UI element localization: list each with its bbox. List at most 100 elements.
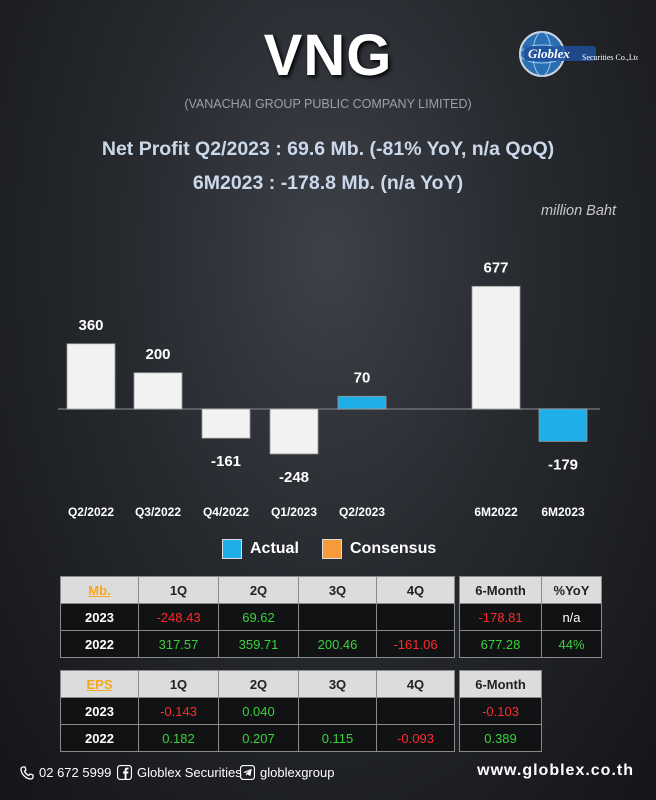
table-cell: 200.46: [298, 630, 377, 658]
table-corner-label: Mb.: [60, 576, 139, 604]
table-cell: -0.103: [459, 697, 542, 725]
data-label: -179: [548, 456, 578, 473]
row-year: 2022: [60, 630, 139, 658]
table-header-row: Mb. 1Q 2Q 3Q 4Q: [60, 576, 455, 604]
table-header-cell: 6-Month: [459, 576, 542, 604]
bar-q2-2022: [66, 343, 116, 410]
data-label: 200: [145, 346, 170, 363]
legend-swatch-consensus: [322, 539, 342, 559]
bar-q3-2022: [133, 372, 183, 410]
legend-item-consensus: Consensus: [322, 536, 436, 562]
table-cell: -0.093: [376, 724, 455, 752]
row-year: 2023: [60, 697, 139, 725]
category-tick-label: Q3/2022: [135, 505, 181, 519]
data-label: -161: [211, 453, 241, 470]
footer-facebook-text: Globlex Securities: [137, 765, 242, 780]
telegram-icon: [240, 765, 255, 780]
footer-phone-text: 02 672 5999: [39, 765, 112, 780]
logo-subtext: Securities Co.,Ltd.: [582, 53, 638, 62]
table-header-cell: 3Q: [298, 576, 377, 604]
category-tick-label: Q2/2023: [339, 505, 385, 519]
legend-label-consensus: Consensus: [350, 540, 437, 557]
table-header-cell: 1Q: [138, 670, 219, 698]
category-tick-label: Q4/2022: [203, 505, 249, 519]
net-profit-quarterly-table: Mb. 1Q 2Q 3Q 4Q 2023 -248.43 69.62 2022 …: [60, 576, 455, 658]
table-cell: -0.143: [138, 697, 219, 725]
row-year: 2022: [60, 724, 139, 752]
table-row: 0.389: [459, 724, 542, 752]
table-header-row: 6-Month %YoY: [459, 576, 602, 604]
table-cell: 0.115: [298, 724, 377, 752]
table-cell: n/a: [541, 603, 602, 631]
bar-q1-2023: [269, 408, 319, 455]
table-cell: -248.43: [138, 603, 219, 631]
table-cell: [298, 603, 377, 631]
net-profit-bar-chart: 360 Q2/2022 200 Q3/2022 -161 Q4/2022 -248 Q1/20…: [58, 259, 600, 519]
category-tick-label: 6M2022: [474, 505, 518, 519]
headline-net-profit: Net Profit Q2/2023 : 69.6 Mb. (-81% YoY,…: [101, 138, 555, 160]
table-header-cell: 1Q: [138, 576, 219, 604]
table-cell: -161.06: [376, 630, 455, 658]
table-header-cell: 6-Month: [459, 670, 542, 698]
table-corner-label: EPS: [60, 670, 139, 698]
table-header-cell: 4Q: [376, 576, 455, 604]
headline-6m: 6M2023 : -178.8 Mb. (n/a YoY): [192, 172, 464, 194]
footer-website[interactable]: www.globlex.co.th: [477, 762, 634, 779]
footer: 02 672 5999 Globlex Securities globlexgr…: [0, 758, 656, 788]
table-cell: -178.81: [459, 603, 542, 631]
bar-q2-2023: [337, 395, 387, 410]
company-name: (VANACHAI GROUP PUBLIC COMPANY LIMITED): [184, 97, 472, 111]
data-label: 70: [354, 369, 371, 386]
chart-legend: Actual Consensus: [0, 536, 656, 562]
table-row: -0.103: [459, 697, 542, 725]
table-cell: 317.57: [138, 630, 219, 658]
legend-swatch-actual: [222, 539, 242, 559]
table-row: 2022 317.57 359.71 200.46 -161.06: [60, 630, 455, 658]
table-row: 2023 -248.43 69.62: [60, 603, 455, 631]
table-cell: [376, 603, 455, 631]
table-row: -178.81 n/a: [459, 603, 602, 631]
data-label: -248: [279, 469, 309, 486]
table-header-cell: 4Q: [376, 670, 455, 698]
data-label: 360: [78, 317, 103, 334]
table-cell: 0.207: [218, 724, 299, 752]
table-row: 2023 -0.143 0.040: [60, 697, 455, 725]
legend-label-actual: Actual: [250, 540, 299, 557]
table-header-cell: 3Q: [298, 670, 377, 698]
category-tick-label: Q1/2023: [271, 505, 317, 519]
table-cell: [376, 697, 455, 725]
unit-label: million Baht: [541, 203, 616, 219]
category-tick-label: Q2/2022: [68, 505, 114, 519]
logo-text: Globlex: [528, 46, 570, 61]
table-cell: 677.28: [459, 630, 542, 658]
table-cell: 0.040: [218, 697, 299, 725]
table-cell: 69.62: [218, 603, 299, 631]
table-cell: 0.182: [138, 724, 219, 752]
bar-6m2023: [538, 408, 588, 442]
table-cell: [298, 697, 377, 725]
globlex-logo: Globlex Securities Co.,Ltd.: [519, 31, 638, 77]
footer-telegram[interactable]: globlexgroup: [240, 765, 334, 780]
row-year: 2023: [60, 603, 139, 631]
phone-icon: [20, 765, 34, 780]
table-cell: 0.389: [459, 724, 542, 752]
bar-6m2022: [471, 285, 521, 410]
table-cell: 44%: [541, 630, 602, 658]
footer-telegram-text: globlexgroup: [260, 765, 335, 780]
net-profit-6month-table: 6-Month %YoY -178.81 n/a 677.28 44%: [459, 576, 602, 658]
table-row: 677.28 44%: [459, 630, 602, 658]
page-title: VNG: [263, 23, 393, 88]
legend-item-actual: Actual: [222, 536, 299, 562]
table-row: 2022 0.182 0.207 0.115 -0.093: [60, 724, 455, 752]
table-header-row: 6-Month: [459, 670, 542, 698]
category-tick-label: 6M2023: [541, 505, 585, 519]
footer-facebook[interactable]: Globlex Securities: [117, 765, 242, 780]
footer-phone: 02 672 5999: [20, 765, 111, 780]
table-header-cell: 2Q: [218, 670, 299, 698]
facebook-icon: [117, 765, 132, 780]
eps-quarterly-table: EPS 1Q 2Q 3Q 4Q 2023 -0.143 0.040 2022 0…: [60, 670, 455, 752]
eps-6month-table: 6-Month -0.103 0.389: [459, 670, 542, 752]
table-header-cell: %YoY: [541, 576, 602, 604]
table-header-cell: 2Q: [218, 576, 299, 604]
